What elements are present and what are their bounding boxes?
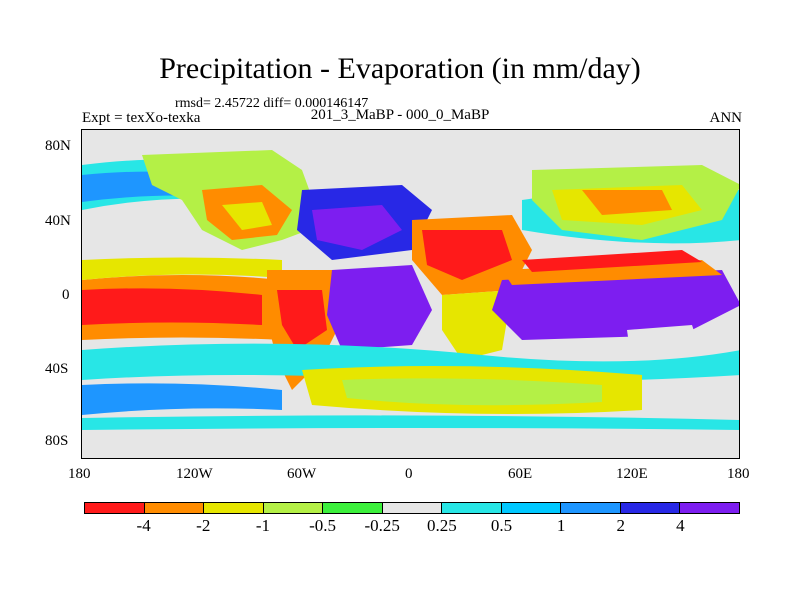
colorbar-swatch-4 bbox=[323, 503, 383, 513]
map-panel bbox=[81, 129, 740, 459]
colorbar-label-4: -0.25 bbox=[364, 516, 400, 535]
stats-line: rmsd= 2.45722 diff= 0.000146147 bbox=[175, 96, 369, 111]
colorbar-label-0: -4 bbox=[136, 516, 151, 535]
colorbar-swatch-10 bbox=[680, 503, 740, 513]
lat-tick-80n: 80N bbox=[45, 138, 71, 154]
colorbar-label-2: -1 bbox=[255, 516, 270, 535]
colorbar-label-5: 0.25 bbox=[426, 516, 457, 535]
colorbar bbox=[84, 502, 740, 514]
lat-tick-80s: 80S bbox=[45, 433, 69, 449]
colorbar-label-6: 0.5 bbox=[490, 516, 513, 535]
colorbar-swatch-3 bbox=[263, 503, 324, 513]
colorbar-swatch-1 bbox=[144, 503, 205, 513]
subtitle: 201_3_MaBP - 000_0_MaBP bbox=[310, 107, 490, 123]
lat-tick-0: 0 bbox=[62, 287, 70, 303]
experiment-label: Expt = texXo-texka bbox=[82, 110, 201, 126]
lon-tick-120e: 120E bbox=[616, 466, 648, 482]
colorbar-label-7: 1 bbox=[556, 516, 566, 535]
lon-tick-0: 0 bbox=[405, 466, 413, 482]
colorbar-label-8: 2 bbox=[616, 516, 625, 535]
map-title: Precipitation - Evaporation (in mm/day) bbox=[159, 52, 641, 85]
colorbar-swatch-9 bbox=[620, 503, 681, 513]
colorbar-label-1: -2 bbox=[196, 516, 211, 535]
season-label: ANN bbox=[709, 110, 743, 126]
colorbar-swatch-8 bbox=[561, 503, 621, 513]
colorbar-label-9: 4 bbox=[676, 516, 685, 535]
colorbar-swatch-2 bbox=[204, 503, 264, 513]
colorbar-swatch-5 bbox=[382, 503, 443, 513]
colorbar-label-3: -0.5 bbox=[309, 516, 336, 535]
colorbar-swatch-6 bbox=[442, 503, 502, 513]
lon-tick-60e: 60E bbox=[508, 466, 533, 482]
lat-tick-40n: 40N bbox=[45, 213, 71, 229]
lon-tick-180w: 180 bbox=[68, 466, 91, 482]
lon-tick-120w: 120W bbox=[176, 466, 213, 482]
lon-tick-180e: 180 bbox=[727, 466, 750, 482]
colorbar-swatch-7 bbox=[501, 503, 562, 513]
colorbar-swatch-0 bbox=[85, 503, 145, 513]
lat-tick-40s: 40S bbox=[45, 361, 69, 377]
precip-evap-field bbox=[82, 130, 739, 458]
lon-tick-60w: 60W bbox=[287, 466, 317, 482]
